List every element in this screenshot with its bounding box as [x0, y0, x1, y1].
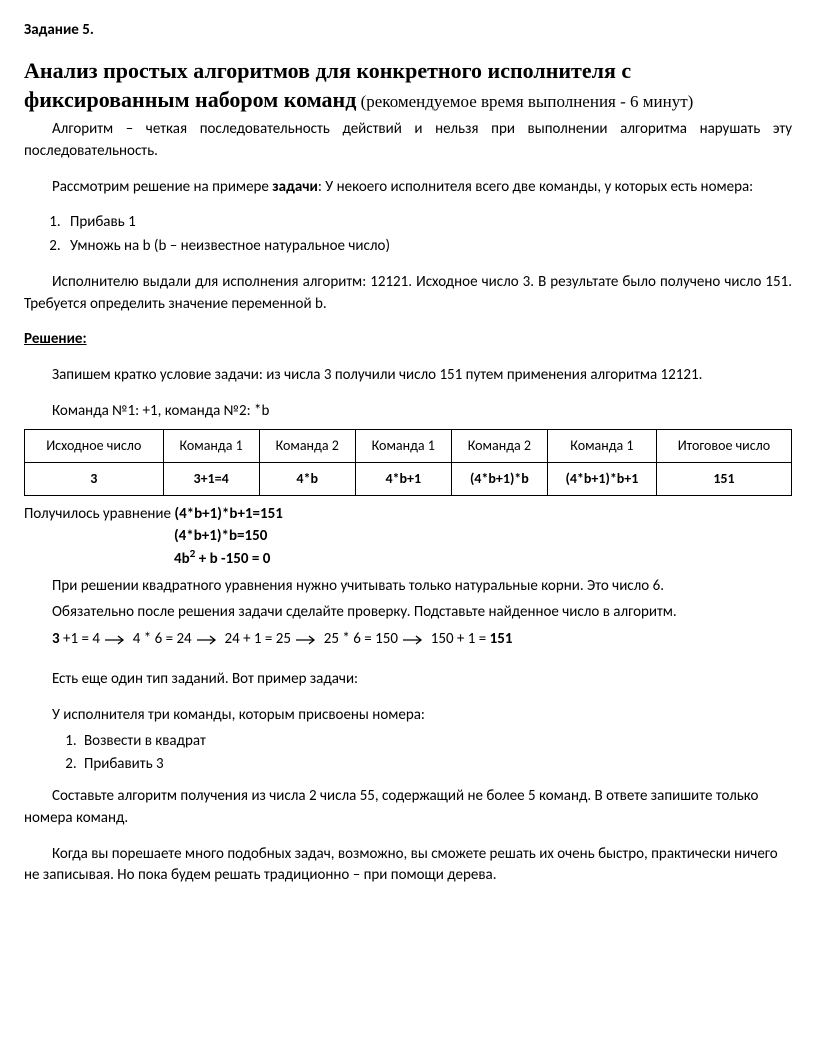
table-header-row: Исходное число Команда 1 Команда 2 Коман… — [25, 429, 792, 462]
th-2: Команда 2 — [259, 429, 355, 462]
eq-1: (4*b+1)*b+1=151 — [174, 505, 282, 523]
solution-label: Решение: — [24, 330, 87, 348]
exec-paragraph: Исполнителю выдали для исполнения алгори… — [24, 272, 792, 316]
task-tail: : У некоего исполнителя всего две команд… — [318, 178, 753, 196]
second-cmd-2: Прибавить 3 — [80, 754, 792, 776]
title-subtime: (рекомендуемое время выполнения - 6 мину… — [356, 92, 693, 111]
command-item-2: Умножь на b (b – неизвестное натуральное… — [64, 236, 792, 258]
short-condition: Запишем кратко условие задачи: из числа … — [24, 365, 792, 387]
td-5: (4*b+1)*b+1 — [547, 462, 656, 495]
chain-3: 25 * 6 = 150 — [324, 630, 398, 648]
eq-3a: 4b — [174, 550, 190, 568]
td-0: 3 — [25, 462, 164, 495]
td-1: 3+1=4 — [163, 462, 259, 495]
compose-paragraph: Составьте алгоритм получения из числа 2 … — [24, 786, 792, 830]
task-paragraph: Рассмотрим решение на примере задачи: У … — [24, 177, 792, 199]
eq-3b: + b -150 = 0 — [195, 550, 270, 568]
td-6: 151 — [656, 462, 791, 495]
th-6: Итоговое число — [656, 429, 791, 462]
th-0: Исходное число — [25, 429, 164, 462]
arrow-icon — [105, 635, 127, 645]
arrow-icon — [403, 635, 425, 645]
arrow-icon — [296, 635, 318, 645]
command-item-1: Прибавь 1 — [64, 212, 792, 234]
intro-paragraph: Алгоритм – четкая последовательность дей… — [24, 119, 792, 163]
eq-lead: Получилось уравнение — [24, 505, 174, 523]
check-paragraph: Обязательно после решения задачи сделайт… — [24, 602, 792, 624]
page-title: Анализ простых алгоритмов для конкретног… — [24, 56, 792, 115]
chain-4b: 151 — [490, 630, 513, 648]
chain-0b: 3 — [52, 630, 60, 648]
td-2: 4*b — [259, 462, 355, 495]
three-cmds-paragraph: У исполнителя три команды, которым присв… — [24, 705, 792, 727]
cmds-short: Команда №1: +1, команда №2: *b — [24, 401, 792, 423]
task-lead: Рассмотрим решение на примере — [52, 178, 272, 196]
command-list: Прибавь 1 Умножь на b (b – неизвестное н… — [64, 212, 792, 258]
eq-2: (4*b+1)*b=150 — [174, 527, 267, 545]
task-bold: задачи — [272, 178, 318, 196]
th-5: Команда 1 — [547, 429, 656, 462]
th-3: Команда 1 — [355, 429, 451, 462]
td-3: 4*b+1 — [355, 462, 451, 495]
task-label: Задание 5. — [24, 20, 792, 42]
chain-0: +1 = 4 — [60, 630, 104, 648]
calc-chain: 3 +1 = 4 4 * 6 = 24 24 + 1 = 25 25 * 6 =… — [52, 629, 792, 651]
table-data-row: 3 3+1=4 4*b 4*b+1 (4*b+1)*b (4*b+1)*b+1 … — [25, 462, 792, 495]
chain-1: 4 * 6 = 24 — [133, 630, 192, 648]
arrow-icon — [197, 635, 219, 645]
second-command-list: Возвести в квадрат Прибавить 3 — [80, 731, 792, 777]
title-line-2: фиксированным набором команд — [24, 87, 356, 112]
th-1: Команда 1 — [163, 429, 259, 462]
second-cmd-1: Возвести в квадрат — [80, 731, 792, 753]
title-line-1: Анализ простых алгоритмов для конкретног… — [24, 58, 631, 83]
more-paragraph: Есть еще один тип заданий. Вот пример за… — [24, 669, 792, 691]
td-4: (4*b+1)*b — [451, 462, 547, 495]
solution-heading: Решение: — [24, 329, 792, 351]
roots-paragraph: При решении квадратного уравнения нужно … — [24, 576, 792, 598]
tree-paragraph: Когда вы порешаете много подобных задач,… — [24, 844, 792, 888]
chain-4: 150 + 1 = — [431, 630, 490, 648]
algorithm-table: Исходное число Команда 1 Команда 2 Коман… — [24, 429, 792, 497]
th-4: Команда 2 — [451, 429, 547, 462]
chain-2: 24 + 1 = 25 — [224, 630, 294, 648]
equation-block: Получилось уравнение (4*b+1)*b+1=151 (4*… — [24, 504, 792, 570]
